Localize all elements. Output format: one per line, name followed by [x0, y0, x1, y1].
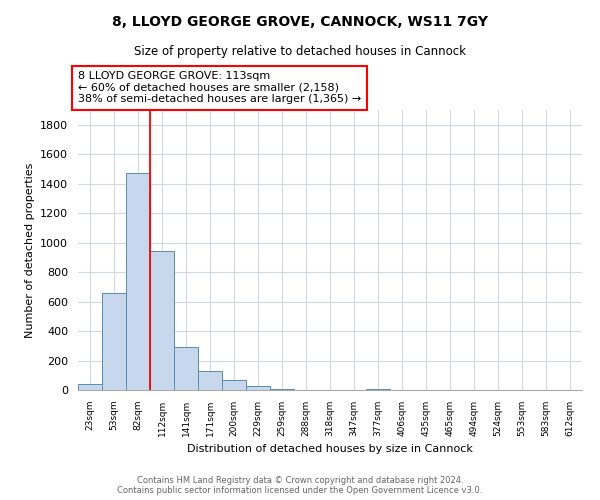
- Bar: [246, 386, 270, 390]
- Bar: [270, 388, 294, 390]
- Bar: [366, 388, 390, 390]
- Bar: [198, 371, 222, 390]
- Bar: [150, 252, 174, 390]
- Text: 8 LLOYD GEORGE GROVE: 113sqm
← 60% of detached houses are smaller (2,158)
38% of: 8 LLOYD GEORGE GROVE: 113sqm ← 60% of de…: [78, 71, 361, 104]
- Text: Size of property relative to detached houses in Cannock: Size of property relative to detached ho…: [134, 45, 466, 58]
- Y-axis label: Number of detached properties: Number of detached properties: [25, 162, 35, 338]
- X-axis label: Distribution of detached houses by size in Cannock: Distribution of detached houses by size …: [187, 444, 473, 454]
- Text: 8, LLOYD GEORGE GROVE, CANNOCK, WS11 7GY: 8, LLOYD GEORGE GROVE, CANNOCK, WS11 7GY: [112, 15, 488, 29]
- Bar: [78, 384, 102, 390]
- Bar: [222, 380, 246, 390]
- Bar: [174, 346, 198, 390]
- Bar: [102, 294, 126, 390]
- Bar: [126, 174, 150, 390]
- Text: Contains HM Land Registry data © Crown copyright and database right 2024.
Contai: Contains HM Land Registry data © Crown c…: [118, 476, 482, 495]
